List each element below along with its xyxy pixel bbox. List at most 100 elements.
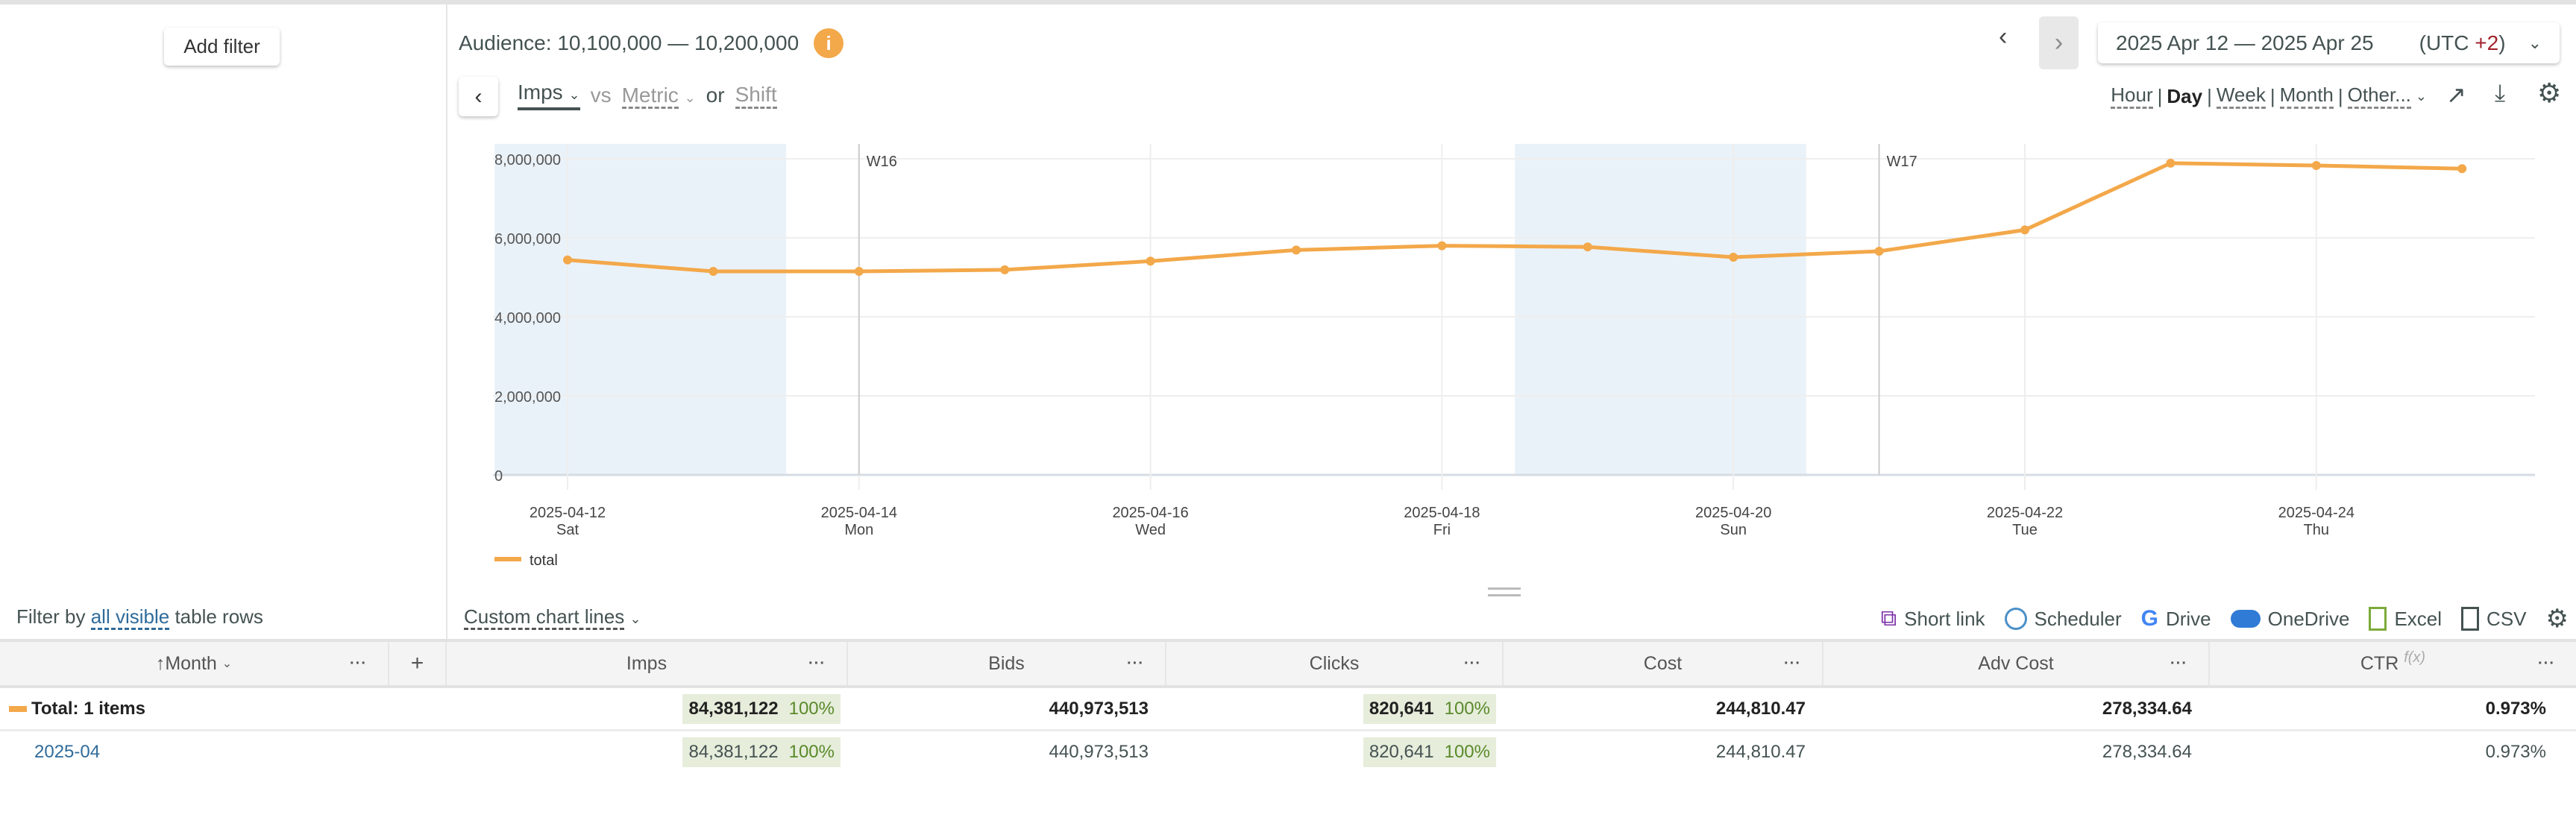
table-header: ↑ Month ⌄ ··· + Imps ··· Bids ··· Clicks ··· … <box>0 639 2576 688</box>
table-row: 2025-04 84,381,122 100% 440,973,513 820,6… <box>0 731 2576 775</box>
table-settings-gear-icon[interactable]: ⚙ <box>2545 605 2569 633</box>
column-menu-button[interactable]: ··· <box>2170 655 2187 672</box>
column-label: Month <box>165 652 217 674</box>
clock-icon <box>2004 608 2027 630</box>
compare-metric-label: Metric <box>621 83 679 109</box>
granularity-day[interactable]: Day <box>2167 84 2203 107</box>
x-tick-day: Fri <box>1433 522 1451 538</box>
google-drive-icon: G <box>2140 606 2158 631</box>
chevron-down-icon: ⌄ <box>2415 88 2427 104</box>
excel-button[interactable]: Excel <box>2369 607 2442 631</box>
week-marker-label: W16 <box>867 154 897 170</box>
download-icon[interactable]: ⤓ <box>2495 79 2506 106</box>
chevron-down-icon: ⌄ <box>2528 33 2542 52</box>
granularity-week[interactable]: Week <box>2216 83 2266 109</box>
cell-ctr: 0.973% <box>2485 699 2546 719</box>
column-menu-button[interactable]: ··· <box>808 655 826 672</box>
data-point <box>1729 252 1738 262</box>
column-label: Bids <box>988 652 1025 674</box>
x-tick-day: Sat <box>556 522 579 538</box>
cell-cost: 244,810.47 <box>1715 742 1806 762</box>
cell-cost: 244,810.47 <box>1715 699 1806 719</box>
onedrive-button[interactable]: OneDrive <box>2230 608 2349 631</box>
prev-period-button[interactable]: ‹ <box>1999 22 2008 51</box>
column-menu-button[interactable]: ··· <box>1127 655 1144 672</box>
x-tick-day: Thu <box>2304 522 2329 538</box>
y-tick-label: 6,000,000 <box>494 231 561 248</box>
csv-button[interactable]: CSV <box>2461 607 2527 631</box>
resize-handle[interactable] <box>1488 587 1521 596</box>
add-column-button[interactable]: + <box>389 642 447 685</box>
cell-ctr: 0.973% <box>2485 742 2546 762</box>
y-tick-label: 4,000,000 <box>494 310 561 327</box>
formula-icon: f(x) <box>2404 649 2426 666</box>
column-header-adv-cost[interactable]: Adv Cost ··· <box>1823 642 2210 685</box>
excel-file-icon <box>2369 607 2387 631</box>
data-point <box>1583 242 1592 252</box>
column-menu-button[interactable]: ··· <box>350 655 367 672</box>
row-label: Total: 1 items <box>9 688 163 730</box>
column-menu-button[interactable]: ··· <box>1464 655 1481 672</box>
granularity-month[interactable]: Month <box>2279 83 2334 109</box>
column-header-ctr[interactable]: CTR f(x) ··· <box>2210 642 2576 685</box>
all-visible-link[interactable]: all visible <box>90 605 170 630</box>
data-point <box>1874 247 1884 256</box>
column-label: Adv Cost <box>1978 652 2054 674</box>
granularity-hour[interactable]: Hour <box>2111 83 2153 109</box>
data-point <box>854 267 864 277</box>
metric-select[interactable]: Imps ⌄ <box>518 81 580 110</box>
audience-row: Audience: 10,100,000 — 10,200,000 i <box>459 28 844 58</box>
column-menu-button[interactable]: ··· <box>1784 655 1801 672</box>
custom-chart-lines-select[interactable]: Custom chart lines ⌄ <box>464 605 641 630</box>
separator: | <box>2269 84 2275 107</box>
scheduler-button[interactable]: Scheduler <box>2004 608 2122 631</box>
cell-imps: 84,381,122 100% <box>447 688 848 730</box>
open-external-icon[interactable]: ↗ <box>2446 81 2466 108</box>
separator: | <box>2157 84 2163 107</box>
date-range-picker[interactable]: 2025 Apr 12 — 2025 Apr 25 (UTC +2) ⌄ <box>2098 22 2560 63</box>
drive-button[interactable]: G Drive <box>2140 606 2211 631</box>
info-icon[interactable]: i <box>814 28 844 58</box>
granularity-other[interactable]: Other... <box>2347 83 2411 109</box>
data-point <box>2311 161 2321 171</box>
column-header-cost[interactable]: Cost ··· <box>1504 642 1823 685</box>
chevron-down-icon: ⌄ <box>684 90 696 105</box>
vs-label: vs <box>590 83 612 107</box>
chevron-down-icon: ⌄ <box>222 658 233 670</box>
separator: | <box>2207 84 2212 107</box>
x-tick-day: Tue <box>2012 522 2038 538</box>
column-menu-button[interactable]: ··· <box>2538 655 2555 672</box>
data-point <box>1000 265 1010 274</box>
next-period-button[interactable]: › <box>2039 16 2079 69</box>
x-tick-label: 2025-04-20 <box>1695 505 1771 521</box>
x-tick-label: 2025-04-24 <box>2278 505 2354 521</box>
column-label: Imps <box>626 652 667 674</box>
compare-metric-select[interactable]: Metric ⌄ <box>621 83 696 109</box>
column-header-clicks[interactable]: Clicks ··· <box>1166 642 1504 685</box>
data-point <box>1146 256 1155 266</box>
x-tick-day: Mon <box>844 522 873 538</box>
data-point <box>1292 245 1301 255</box>
weekend-band <box>1515 144 1806 475</box>
series-color-marker <box>9 706 27 712</box>
cell-adv-cost: 278,334.64 <box>2102 742 2192 762</box>
column-header-month[interactable]: ↑ Month ⌄ ··· <box>0 642 389 685</box>
data-point <box>709 267 718 277</box>
row-label-link[interactable]: 2025-04 <box>34 742 101 762</box>
panel-divider <box>446 4 447 640</box>
back-button[interactable]: ‹ <box>459 77 498 116</box>
column-label: Clicks <box>1309 652 1360 674</box>
csv-file-icon <box>2461 607 2480 631</box>
onedrive-icon <box>2230 610 2261 628</box>
weekend-band <box>494 144 787 475</box>
column-header-bids[interactable]: Bids ··· <box>848 642 1166 685</box>
cell-bids: 440,973,513 <box>1049 742 1149 762</box>
add-filter-button[interactable]: Add filter <box>164 28 280 66</box>
timezone-label: (UTC +2) <box>2419 31 2506 54</box>
short-link-button[interactable]: ⧉ Short link <box>1880 606 1985 631</box>
cell-imps: 84,381,122 100% <box>447 731 848 773</box>
column-header-imps[interactable]: Imps ··· <box>447 642 848 685</box>
x-tick-label: 2025-04-12 <box>530 505 606 521</box>
settings-gear-icon[interactable]: ⚙ <box>2537 78 2562 108</box>
shift-link[interactable]: Shift <box>735 83 777 109</box>
